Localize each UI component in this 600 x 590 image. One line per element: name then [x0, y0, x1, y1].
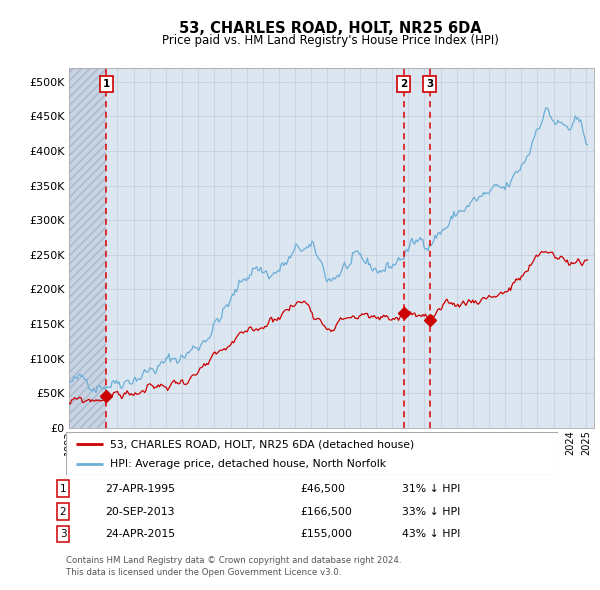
Text: £166,500: £166,500: [300, 507, 352, 516]
FancyBboxPatch shape: [66, 432, 558, 475]
Text: Contains HM Land Registry data © Crown copyright and database right 2024.: Contains HM Land Registry data © Crown c…: [66, 556, 401, 565]
Text: 24-APR-2015: 24-APR-2015: [105, 529, 175, 539]
Text: 33% ↓ HPI: 33% ↓ HPI: [402, 507, 460, 516]
Text: £155,000: £155,000: [300, 529, 352, 539]
Text: 2: 2: [59, 507, 67, 516]
Text: HPI: Average price, detached house, North Norfolk: HPI: Average price, detached house, Nort…: [110, 460, 386, 469]
Text: 2: 2: [400, 79, 407, 89]
Text: 43% ↓ HPI: 43% ↓ HPI: [402, 529, 460, 539]
Text: Price paid vs. HM Land Registry's House Price Index (HPI): Price paid vs. HM Land Registry's House …: [161, 34, 499, 47]
Text: 27-APR-1995: 27-APR-1995: [105, 484, 175, 493]
Text: 1: 1: [103, 79, 110, 89]
Text: 53, CHARLES ROAD, HOLT, NR25 6DA (detached house): 53, CHARLES ROAD, HOLT, NR25 6DA (detach…: [110, 440, 415, 450]
Text: 20-SEP-2013: 20-SEP-2013: [105, 507, 175, 516]
Text: 31% ↓ HPI: 31% ↓ HPI: [402, 484, 460, 493]
Text: £46,500: £46,500: [300, 484, 345, 493]
Text: 3: 3: [426, 79, 433, 89]
Text: 1: 1: [59, 484, 67, 493]
Text: 3: 3: [59, 529, 67, 539]
Bar: [69, 68, 106, 428]
Text: This data is licensed under the Open Government Licence v3.0.: This data is licensed under the Open Gov…: [66, 568, 341, 577]
Text: 53, CHARLES ROAD, HOLT, NR25 6DA: 53, CHARLES ROAD, HOLT, NR25 6DA: [179, 21, 481, 35]
